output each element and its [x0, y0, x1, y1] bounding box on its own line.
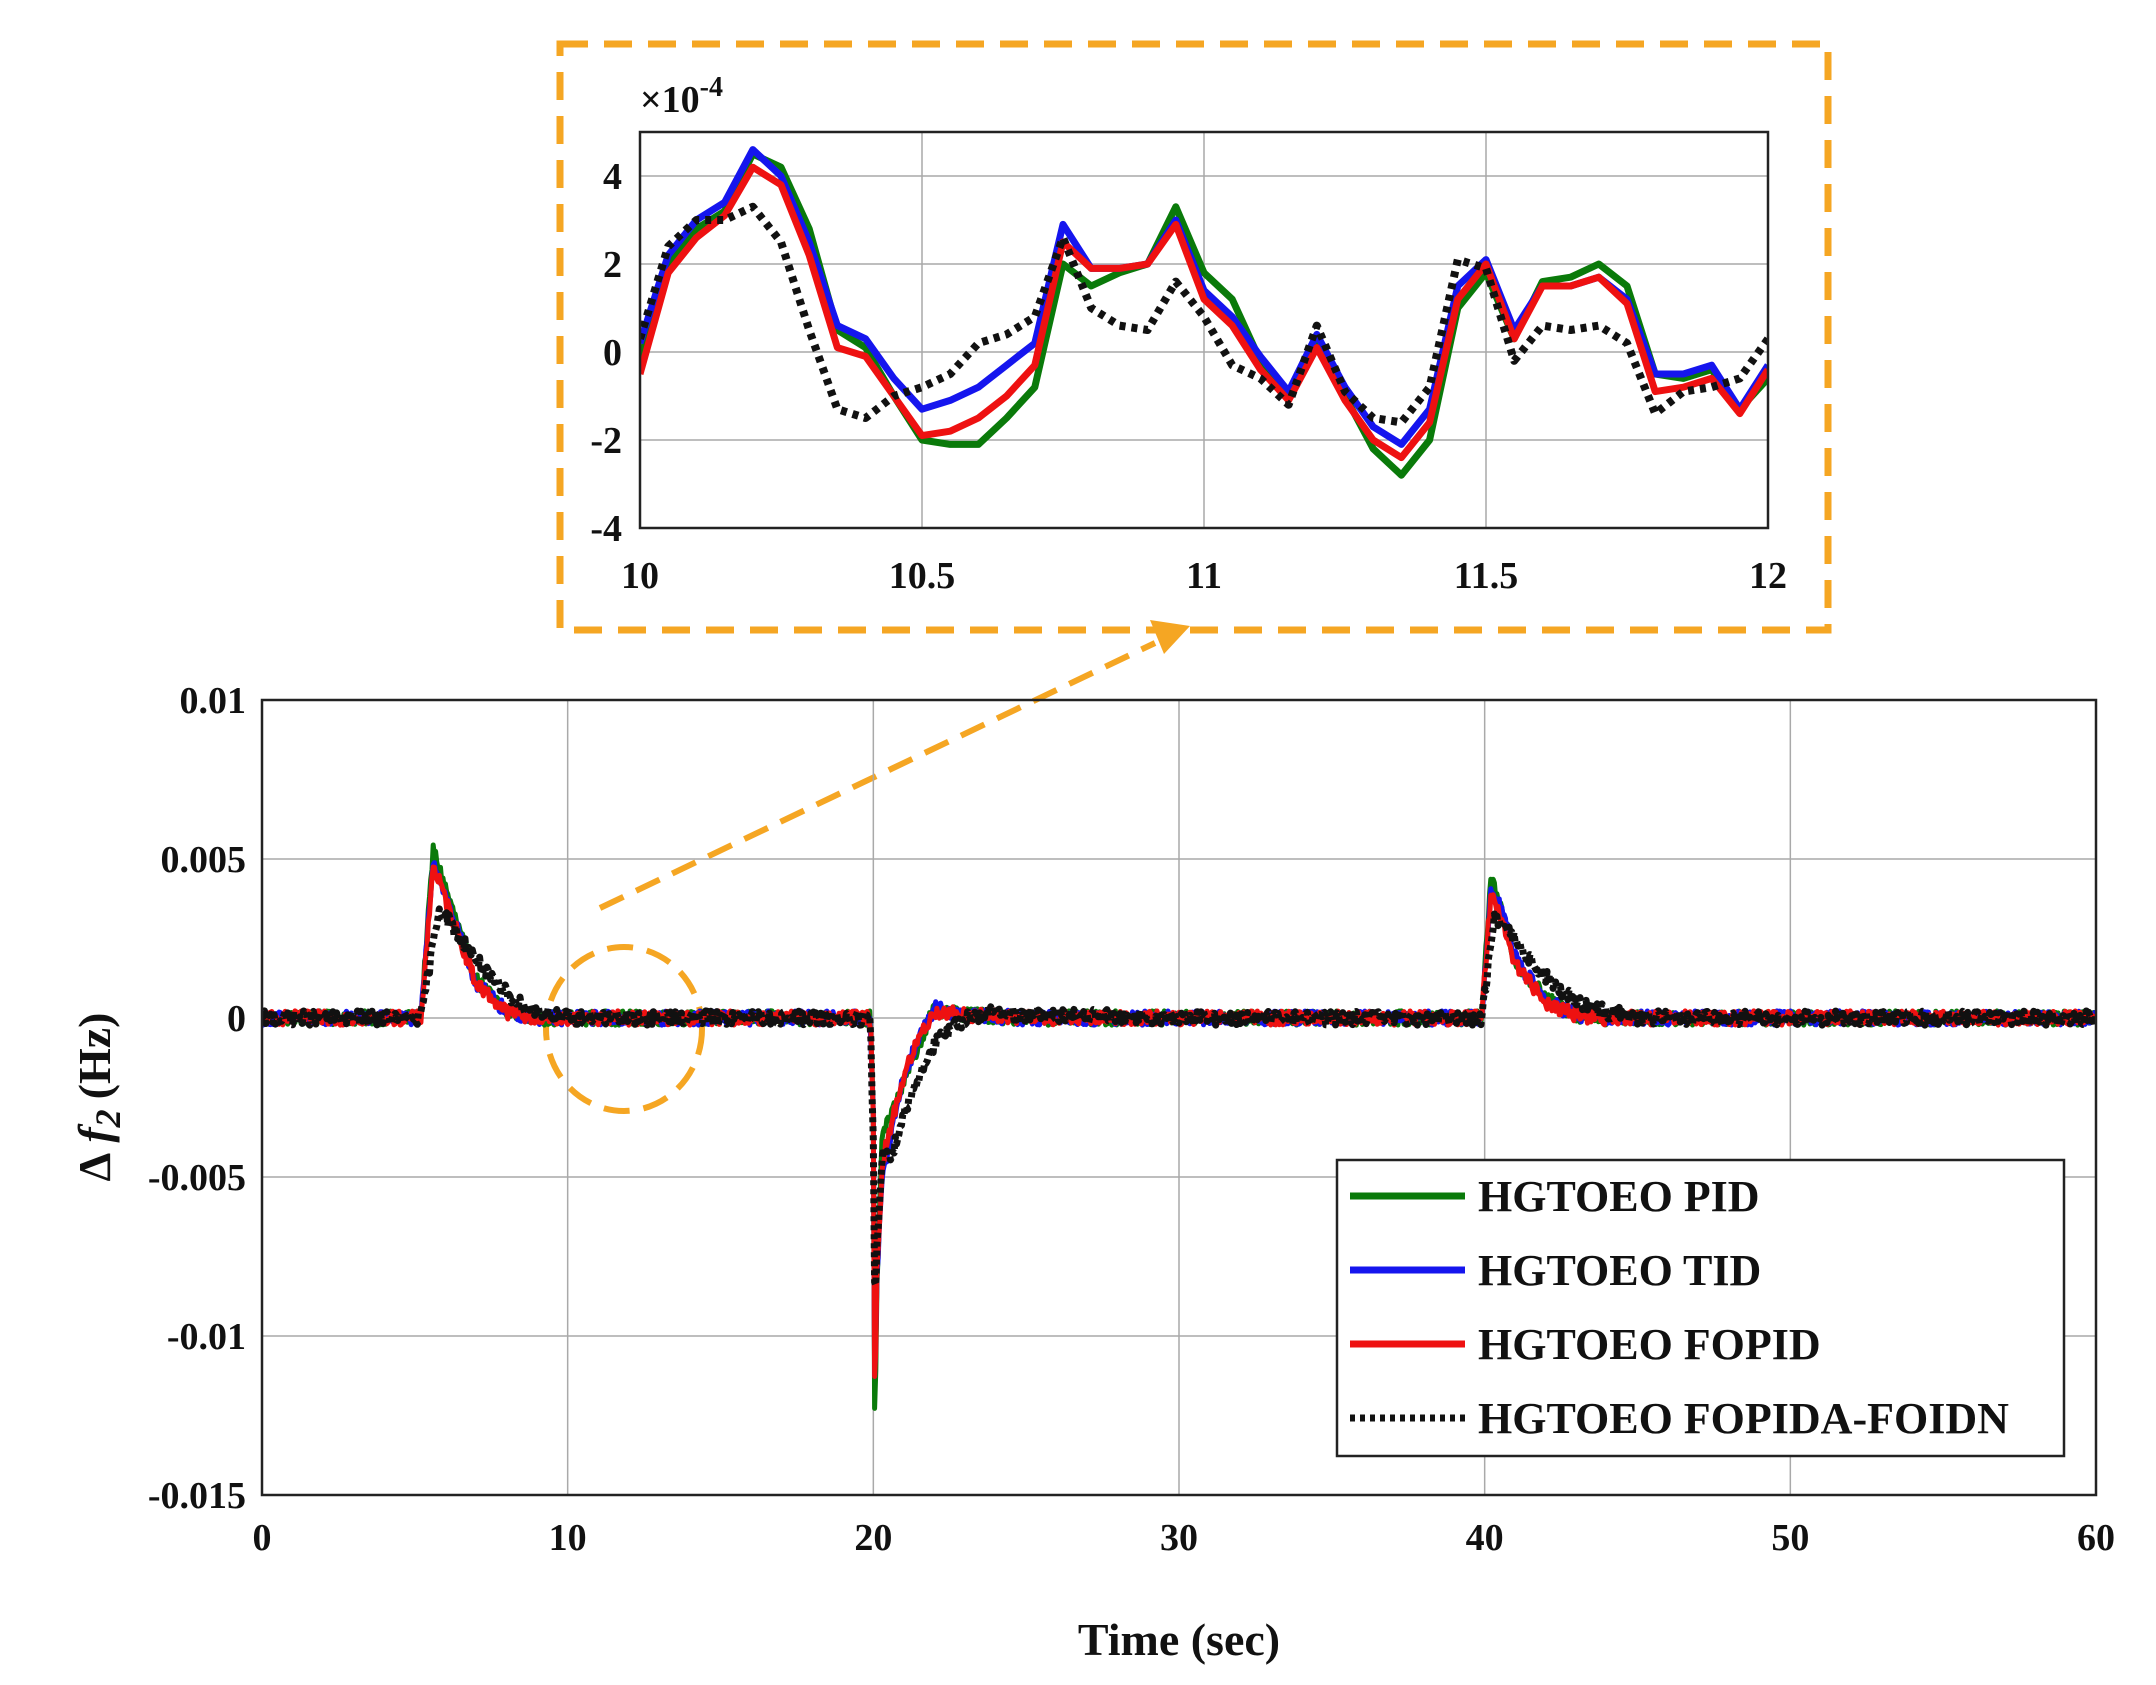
- inset-grid: [640, 132, 1768, 528]
- inset-series-hgtoeo-fopida-foidn: [640, 202, 1768, 427]
- legend-label-pid: HGTOEO PID: [1478, 1172, 1760, 1221]
- main-y-tick: 0.01: [180, 680, 247, 722]
- main-series-lines: [262, 842, 2096, 1411]
- inset-x-tick: 11.5: [1454, 555, 1518, 597]
- main-x-tick: 40: [1466, 1517, 1504, 1559]
- inset-y-tick: 2: [603, 244, 622, 286]
- main-y-tick: -0.015: [148, 1475, 246, 1517]
- inset-series-lines: [640, 146, 1768, 479]
- inset-y-tick: -4: [590, 508, 622, 550]
- inset-y-tick: -2: [590, 420, 622, 462]
- legend-entry-fopida-foidn: HGTOEO FOPIDA-FOIDN: [1350, 1394, 2009, 1443]
- main-y-tick: -0.005: [148, 1157, 246, 1199]
- inset-x-tick: 10: [621, 555, 659, 597]
- legend-entry-tid: HGTOEO TID: [1350, 1246, 1761, 1295]
- legend-entry-fopid: HGTOEO FOPID: [1350, 1320, 1821, 1369]
- main-y-tick: 0.005: [161, 839, 247, 881]
- inset-multiplier-label: ×10-4: [640, 72, 723, 121]
- inset-x-tick-labels: 10 10.5 11 11.5 12: [621, 555, 1787, 597]
- main-y-tick: -0.01: [167, 1316, 246, 1358]
- main-x-tick: 20: [854, 1517, 892, 1559]
- inset-panel: 10 10.5 11 11.5 12 4 2 0 -2 -4 ×10-4: [556, 40, 1832, 634]
- zoom-arrow-line: [598, 640, 1157, 911]
- main-x-tick: 10: [549, 1517, 587, 1559]
- x-axis-label: Time (sec): [1078, 1614, 1280, 1665]
- legend-entry-pid: HGTOEO PID: [1350, 1172, 1760, 1221]
- inset-highlight-frame: [556, 40, 1832, 634]
- main-x-tick: 50: [1771, 1517, 1809, 1559]
- inset-series-hgtoeo-fopid: [640, 163, 1768, 462]
- inset-y-tick: 4: [603, 156, 622, 198]
- zoom-region-circle: [543, 944, 705, 1114]
- legend-box: [1335, 1158, 2066, 1458]
- main-x-tick: 60: [2077, 1517, 2115, 1559]
- main-x-tick-labels: 0 10 20 30 40 50 60: [253, 1517, 2116, 1559]
- legend-label-tid: HGTOEO TID: [1478, 1246, 1761, 1295]
- main-axes-frame: [260, 698, 2098, 1497]
- inset-axes-frame: [638, 130, 1770, 530]
- legend-label-fopid: HGTOEO FOPID: [1478, 1320, 1821, 1369]
- main-panel: 0 10 20 30 40 50 60 0.01 0.005 0 -0.005 -0.01 -0.01…: [69, 680, 2115, 1665]
- zoom-pointer: [543, 620, 1190, 1114]
- inset-x-tick: 11: [1186, 555, 1222, 597]
- main-x-tick: 30: [1160, 1517, 1198, 1559]
- legend: HGTOEO PID HGTOEO TID HGTOEO FOPID HGTOE…: [1335, 1158, 2066, 1458]
- inset-x-tick: 10.5: [889, 555, 956, 597]
- inset-y-tick: 0: [603, 332, 622, 374]
- main-x-tick: 0: [253, 1517, 272, 1559]
- main-series-hgtoeo-fopida-foidn: [262, 905, 2096, 1289]
- main-y-tick: 0: [227, 998, 246, 1040]
- zoom-arrow-head: [1150, 620, 1190, 654]
- inset-y-tick-labels: 4 2 0 -2 -4: [590, 156, 622, 550]
- legend-label-fopida-foidn: HGTOEO FOPIDA-FOIDN: [1478, 1394, 2009, 1443]
- inset-x-tick: 12: [1749, 555, 1787, 597]
- y-axis-label: Δf2(Hz): [69, 1012, 128, 1181]
- main-y-tick-labels: 0.01 0.005 0 -0.005 -0.01 -0.015: [148, 680, 246, 1517]
